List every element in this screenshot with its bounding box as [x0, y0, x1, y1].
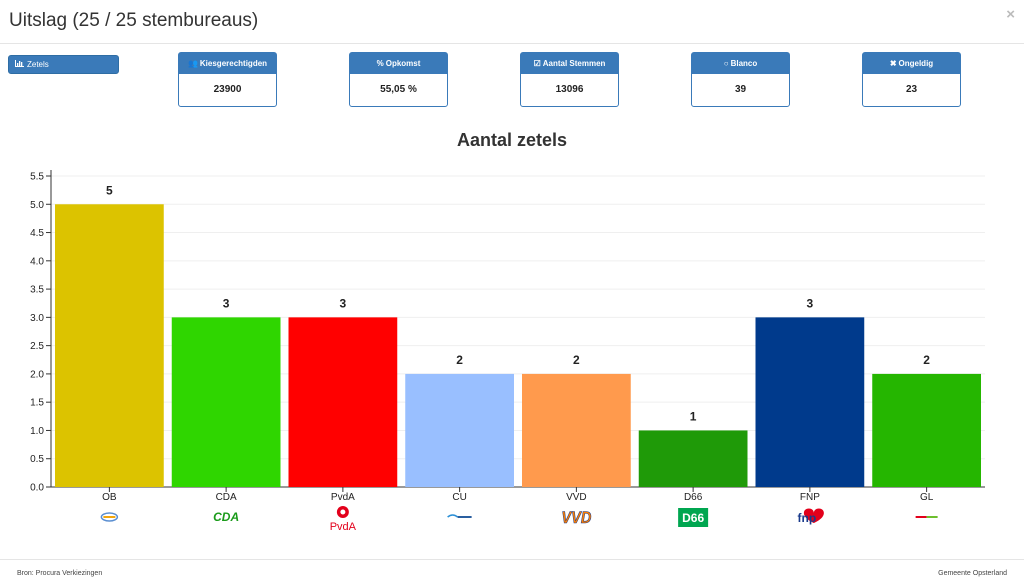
- stat-value: 39: [734, 84, 747, 95]
- x-tick-label: CU: [452, 492, 466, 503]
- bar-pvda: [288, 317, 398, 487]
- bar-value-label: 3: [340, 296, 347, 310]
- stat-header: ○ Blanco: [692, 53, 789, 74]
- stat-value: 23: [905, 84, 918, 95]
- y-tick-label: 1.0: [30, 426, 44, 437]
- y-tick-label: 0.0: [30, 483, 44, 494]
- stat-value: 13096: [555, 84, 584, 95]
- stat-label: Ongeldig: [898, 59, 934, 68]
- vvd-logo-icon: VVD: [561, 508, 592, 528]
- stat-label: Blanco: [730, 59, 758, 68]
- modal-header: Uitslag (25 / 25 stembureaus) ×: [0, 0, 1024, 44]
- y-tick-label: 5.0: [30, 200, 44, 211]
- bar-fnp: [755, 317, 865, 487]
- stat-label: Opkomst: [385, 59, 421, 68]
- seats-bar-chart: 0.0 0.5 1.0 1.5 2.0 2.5 3.0 3.5 4.0 4.5 5.0 5.5 5 OB 3…: [30, 170, 985, 533]
- fnp-logo-icon: fnp: [798, 508, 824, 525]
- y-tick-label: 1.5: [30, 398, 44, 409]
- stat-value: 55,05 %: [380, 84, 417, 95]
- bar-value-label: 5: [106, 183, 113, 197]
- bar-value-label: 2: [923, 353, 930, 367]
- stat-opkomst: % Opkomst 55,05 %: [349, 52, 448, 107]
- modal-title: Uitslag (25 / 25 stembureaus): [9, 10, 259, 31]
- svg-text:CDA: CDA: [213, 510, 239, 524]
- y-tick-label: 2.5: [30, 341, 44, 352]
- svg-text:PvdA: PvdA: [330, 521, 357, 533]
- y-tick-label: 5.5: [30, 172, 44, 183]
- y-tick-label: 3.0: [30, 313, 44, 324]
- bar-value-label: 3: [807, 296, 814, 310]
- circle-icon: ○: [723, 59, 729, 68]
- x-tick-label: PvdA: [331, 492, 355, 503]
- x-tick-label: OB: [102, 492, 117, 503]
- x-tick-label: FNP: [800, 492, 820, 503]
- percent-icon: %: [376, 59, 384, 68]
- bar-value-label: 1: [690, 409, 697, 423]
- svg-text:D66: D66: [682, 511, 704, 525]
- bar-vvd: [522, 373, 631, 487]
- y-tick-label: 0.5: [30, 454, 44, 465]
- stat-header: ☑ Aantal Stemmen: [521, 53, 618, 74]
- bar-ob: [55, 204, 164, 487]
- y-tick-label: 4.5: [30, 228, 44, 239]
- close-icon[interactable]: ×: [1006, 6, 1015, 23]
- bar-cu: [405, 373, 514, 487]
- stat-blanco: ○ Blanco 39: [691, 52, 790, 107]
- bar-value-label: 2: [573, 353, 580, 367]
- bar-cda: [171, 317, 281, 487]
- y-tick-label: 2.0: [30, 369, 44, 380]
- stat-value: 23900: [213, 84, 242, 95]
- x-tick-label: VVD: [566, 492, 587, 503]
- cda-logo-icon: CDA: [213, 510, 239, 524]
- zetels-button[interactable]: Zetels: [8, 55, 119, 74]
- stat-label: Aantal Stemmen: [542, 59, 606, 68]
- ob-logo-icon: [100, 512, 119, 522]
- y-tick-label: 4.0: [30, 256, 44, 267]
- stat-kiesgerechtigden: 👥 Kiesgerechtigden 23900: [178, 52, 277, 107]
- stat-aantal-stemmen: ☑ Aantal Stemmen 13096: [520, 52, 619, 107]
- d66-logo-icon: D66: [678, 508, 709, 527]
- bar-value-label: 2: [456, 353, 463, 367]
- cu-logo-icon: [447, 514, 472, 518]
- zetels-label: Zetels: [27, 60, 49, 69]
- y-tick-label: 3.5: [30, 285, 44, 296]
- bar-value-label: 3: [223, 296, 230, 310]
- users-icon: 👥: [187, 59, 198, 68]
- svg-text:VVD: VVD: [561, 508, 591, 527]
- stat-header: ✖ Ongeldig: [863, 53, 960, 74]
- stat-ongeldig: ✖ Ongeldig 23: [862, 52, 961, 107]
- bar-gl: [872, 373, 981, 487]
- source-text: Bron: Procura Verkiezingen: [17, 570, 103, 577]
- modal-footer: Bron: Procura Verkiezingen Gemeente Opst…: [0, 559, 1024, 588]
- stat-header: % Opkomst: [350, 53, 447, 74]
- checkbox-icon: ☑: [533, 59, 541, 68]
- svg-text:fnp: fnp: [798, 511, 817, 525]
- owner-text: Gemeente Opsterland: [938, 570, 1007, 577]
- x-tick-label: GL: [920, 492, 934, 503]
- pvda-logo-icon: PvdA: [330, 506, 357, 533]
- bar-d66: [638, 430, 748, 487]
- gl-logo-icon: [915, 516, 938, 518]
- stat-header: 👥 Kiesgerechtigden: [179, 53, 276, 74]
- chart-title: Aantal zetels: [456, 130, 568, 150]
- x-tick-label: CDA: [216, 492, 237, 503]
- x-tick-label: D66: [684, 492, 703, 503]
- bar-chart-icon: [15, 60, 24, 69]
- stat-label: Kiesgerechtigden: [199, 59, 268, 68]
- x-icon: ✖: [889, 59, 897, 68]
